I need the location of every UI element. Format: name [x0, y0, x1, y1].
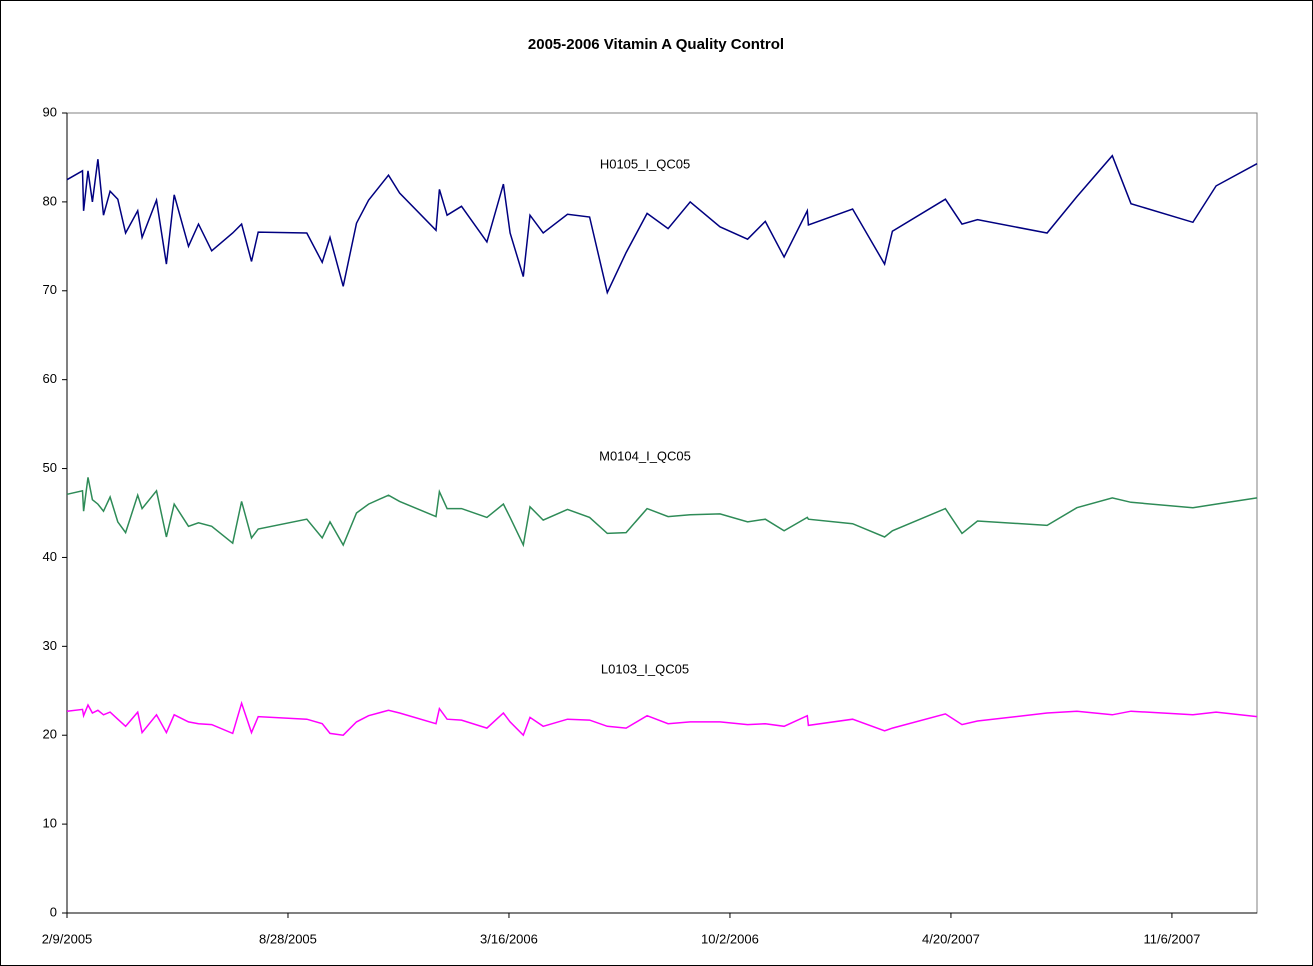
x-tick-label: 8/28/2005 — [259, 931, 317, 946]
y-tick-label: 90 — [43, 104, 57, 119]
y-tick-label: 10 — [43, 816, 57, 831]
x-tick-label: 11/6/2007 — [1143, 931, 1200, 946]
y-tick-label: 60 — [43, 371, 57, 386]
y-tick-label: 20 — [43, 727, 57, 742]
series-label: H0105_I_QC05 — [600, 156, 690, 171]
series-label: L0103_I_QC05 — [601, 661, 689, 676]
y-tick-label: 30 — [43, 638, 57, 653]
y-tick-label: 80 — [43, 193, 57, 208]
series-line — [66, 477, 1258, 548]
series-line — [66, 700, 1258, 737]
y-tick-label: 70 — [43, 282, 57, 297]
y-tick-label: 40 — [43, 549, 57, 564]
chart-title: 2005-2006 Vitamin A Quality Control — [528, 36, 784, 53]
x-tick-label: 3/16/2006 — [480, 931, 538, 946]
y-tick-label: 0 — [50, 904, 57, 919]
series-line — [66, 154, 1258, 295]
x-tick-label: 10/2/2006 — [701, 931, 759, 946]
series-label: M0104_I_QC05 — [599, 448, 691, 463]
x-tick-label: 2/9/2005 — [42, 931, 93, 946]
x-tick-label: 4/20/2007 — [922, 931, 980, 946]
y-tick-label: 50 — [43, 460, 57, 475]
